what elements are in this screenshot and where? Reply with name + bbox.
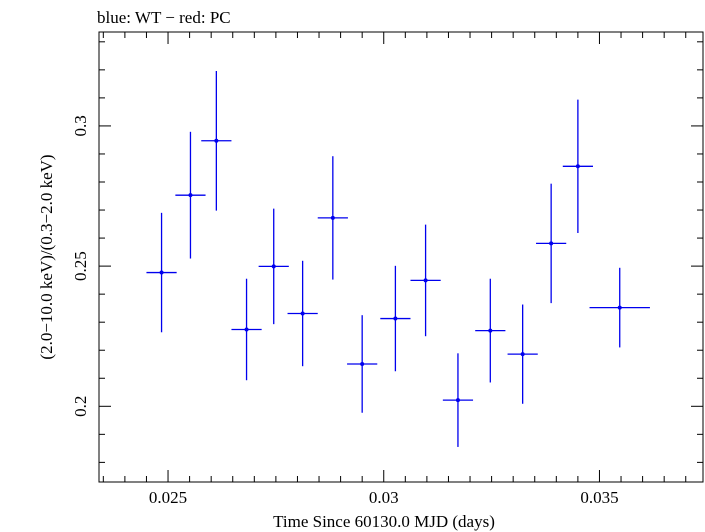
data-marker: [360, 361, 365, 366]
y-tick-label: 0.3: [71, 115, 90, 136]
data-marker: [330, 215, 335, 220]
data-marker: [617, 305, 622, 310]
plot-frame: [98, 31, 704, 483]
data-point: [380, 265, 411, 372]
data-point: [507, 304, 538, 404]
x-tick-label: 0.03: [369, 488, 399, 507]
data-marker: [271, 264, 276, 269]
data-point: [146, 212, 177, 333]
data-marker: [393, 316, 398, 321]
x-axis-ticks: 0.025 0.03 0.035: [102, 32, 687, 507]
y-tick-label: 0.25: [71, 251, 90, 281]
data-point: [536, 183, 567, 304]
data-marker: [214, 138, 219, 143]
data-point: [258, 208, 289, 325]
data-marker: [575, 164, 580, 169]
data-point: [175, 131, 206, 259]
data-point: [589, 267, 650, 348]
data-marker: [244, 327, 249, 332]
data-point: [231, 278, 262, 381]
data-point: [562, 99, 593, 234]
x-tick-label: 0.025: [149, 488, 187, 507]
data-marker: [159, 270, 164, 275]
data-point: [347, 315, 378, 413]
y-axis-ticks: 0.2 0.25 0.3: [71, 41, 703, 463]
x-tick-label: 0.035: [580, 488, 618, 507]
data-marker: [455, 398, 460, 403]
data-point: [287, 260, 318, 367]
data-marker: [488, 328, 493, 333]
chart-title: blue: WT − red: PC: [97, 8, 231, 27]
data-series: [146, 70, 650, 447]
data-point: [475, 278, 506, 383]
data-point: [317, 156, 348, 280]
y-axis-label: (2.0−10.0 keV)/(0.3−2.0 keV): [37, 154, 56, 359]
x-axis-label: Time Since 60130.0 MJD (days): [273, 512, 495, 531]
data-marker: [520, 352, 525, 357]
data-point: [201, 70, 232, 211]
data-marker: [423, 278, 428, 283]
data-marker: [188, 193, 193, 198]
data-point: [410, 224, 441, 337]
data-marker: [549, 241, 554, 246]
data-point: [442, 353, 474, 447]
data-marker: [300, 311, 305, 316]
y-tick-label: 0.2: [71, 396, 90, 417]
